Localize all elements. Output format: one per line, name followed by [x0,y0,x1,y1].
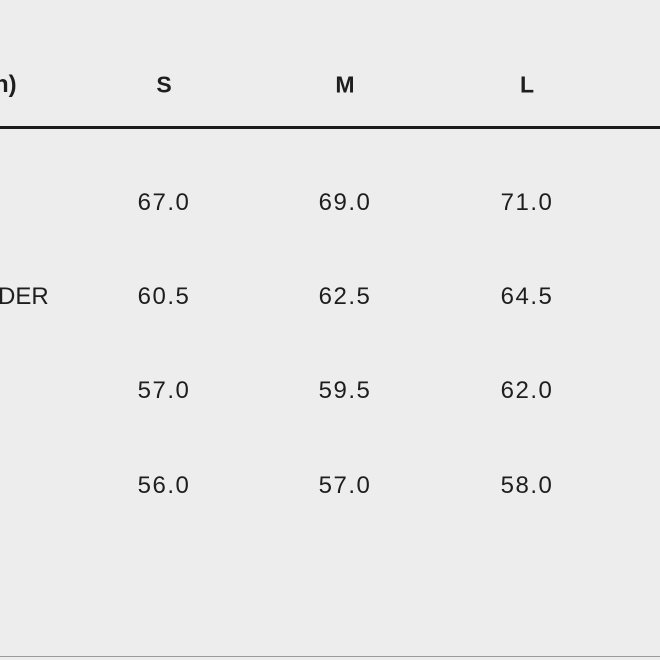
size-value: 57.0 [137,377,191,404]
row-label: DER [0,283,49,310]
size-value: 71.0 [500,189,554,216]
size-value: 64.5 [500,283,554,310]
size-value: 67.0 [137,189,191,216]
size-value: 57.0 [318,472,372,499]
column-header: S [156,71,172,98]
size-value: 62.5 [318,283,372,310]
column-header: L [519,71,535,98]
size-value: 56.0 [137,472,191,499]
column-header: M [335,71,355,98]
header-rule [0,126,660,129]
size-value: 62.0 [500,377,554,404]
size-value: 59.5 [318,377,372,404]
size-value: 58.0 [500,472,554,499]
row-label: H [0,189,1,217]
bottom-rule [0,656,660,657]
header-first: n) [0,71,17,98]
size-value: 60.5 [137,283,191,310]
size-value: 69.0 [318,189,372,216]
